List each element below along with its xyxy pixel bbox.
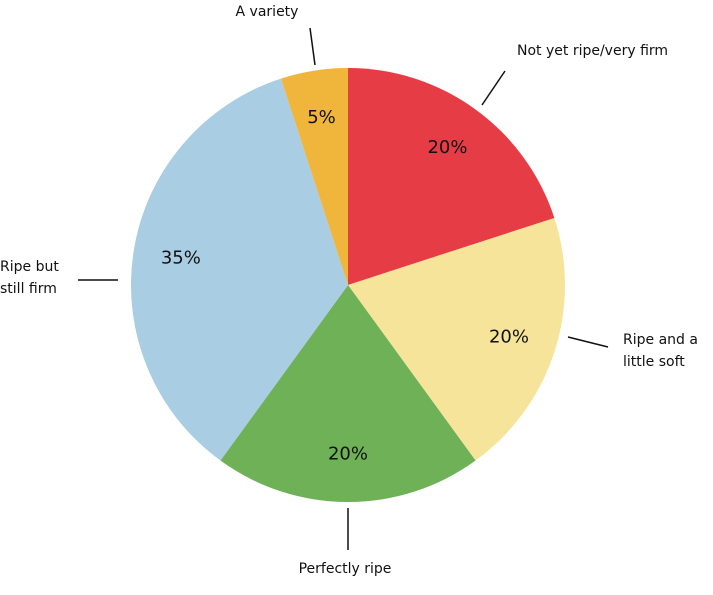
value-label: 35% bbox=[161, 248, 201, 269]
category-label: Ripe and a little soft bbox=[623, 332, 698, 370]
leader-line bbox=[567, 336, 609, 348]
category-label: Ripe but still firm bbox=[0, 259, 59, 297]
pie-slice bbox=[348, 217, 565, 461]
pie-slice bbox=[348, 68, 555, 285]
value-label: 5% bbox=[307, 107, 336, 128]
category-label: A variety bbox=[235, 4, 299, 20]
pie-slice bbox=[131, 78, 348, 461]
value-label: 20% bbox=[427, 137, 467, 158]
leader-line bbox=[309, 27, 316, 66]
leader-line bbox=[481, 70, 506, 106]
category-label: Perfectly ripe bbox=[298, 561, 392, 577]
value-label: 20% bbox=[328, 443, 368, 464]
category-label: Not yet ripe/very firm bbox=[517, 43, 669, 59]
pie-slice bbox=[220, 285, 476, 502]
value-label: 20% bbox=[489, 326, 529, 347]
pie-slice bbox=[280, 68, 348, 285]
